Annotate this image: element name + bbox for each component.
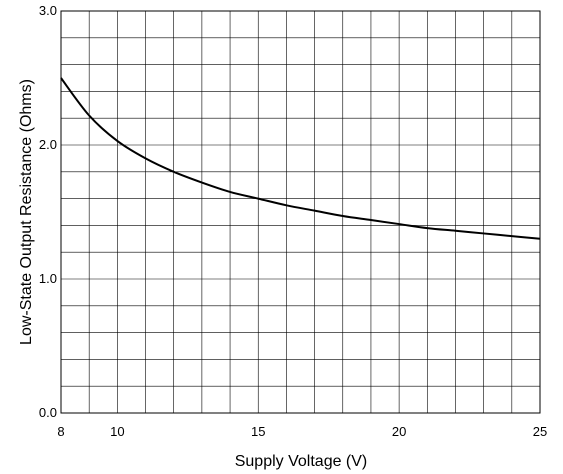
x-tick-labels: 8 10 15 20 25 [57,424,547,439]
series-line [60,77,541,240]
y-tick-label: 0.0 [39,405,57,420]
grid [61,11,540,413]
x-tick-label: 20 [392,424,406,439]
y-tick-labels: 0.0 1.0 2.0 3.0 [39,3,57,420]
plot-frame [60,10,541,414]
y-axis-title: Low-State Output Resistance (Ohms) [18,79,35,345]
y-tick-label: 1.0 [39,271,57,286]
x-axis-title: Supply Voltage (V) [235,453,368,470]
y-tick-label: 2.0 [39,137,57,152]
x-tick-label: 25 [533,424,547,439]
series-layer [60,77,541,240]
y-tick-label: 3.0 [39,3,57,18]
x-tick-label: 8 [57,424,64,439]
x-tick-label: 15 [251,424,265,439]
x-tick-label: 10 [110,424,124,439]
